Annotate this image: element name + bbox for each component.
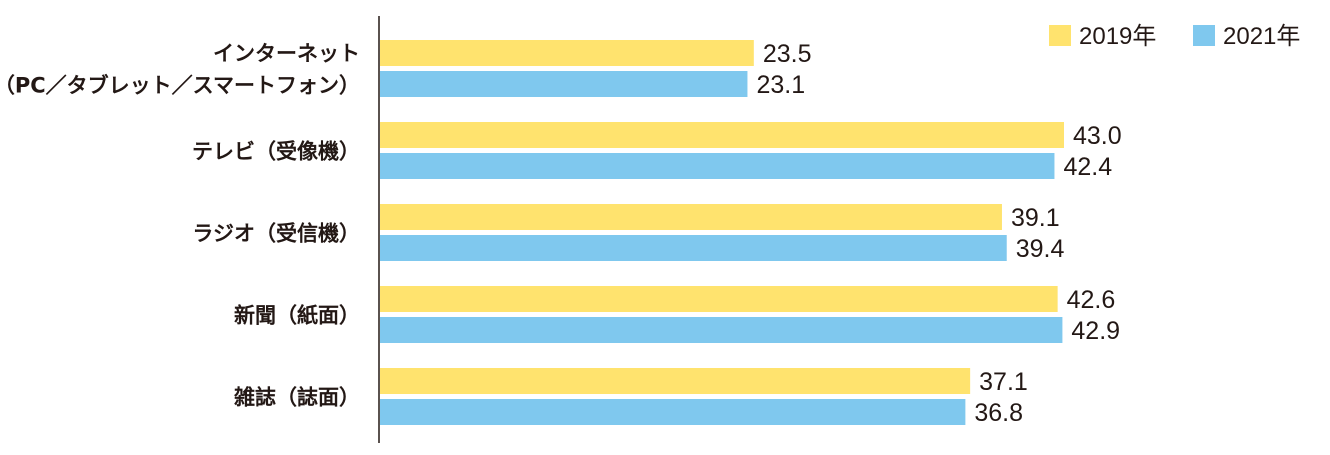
category-labels: インターネット （PC／タブレット／スマートフォン） テレビ（受像機） ラジオ（受信機…	[0, 42, 360, 410]
value-label-2019-1: 43.0	[1073, 122, 1122, 150]
value-label-2021-3: 42.9	[1071, 317, 1120, 345]
bar-2019-4	[380, 368, 971, 394]
category-label-0-line-1: （PC／タブレット／スマートフォン）	[0, 74, 360, 98]
value-label-2021-1: 42.4	[1063, 153, 1112, 181]
bar-2021-0	[380, 71, 748, 97]
legend-swatch-2021	[1193, 25, 1215, 46]
legend: 2019年 2021年	[1049, 23, 1300, 50]
value-label-2021-2: 39.4	[1016, 235, 1065, 263]
value-label-2019-0: 23.5	[763, 40, 812, 68]
value-label-2021-4: 36.8	[974, 399, 1023, 427]
value-label-2019-2: 39.1	[1011, 204, 1060, 232]
category-label-0-line-0: インターネット	[213, 42, 360, 66]
bar-2021-4	[380, 399, 966, 425]
category-label-4-line-0: 雑誌（誌面）	[233, 386, 360, 410]
bar-2019-2	[380, 204, 1002, 230]
bar-2019-1	[380, 122, 1064, 148]
category-label-1-line-0: テレビ（受像機）	[192, 140, 360, 164]
category-label-2-line-0: ラジオ（受信機）	[192, 222, 360, 246]
legend-label-2019: 2019年	[1079, 23, 1156, 50]
category-label-3-line-0: 新聞（紙面）	[234, 304, 360, 328]
bar-2019-0	[380, 40, 754, 66]
value-label-2019-4: 37.1	[979, 368, 1028, 396]
legend-swatch-2019	[1049, 25, 1071, 46]
value-label-2019-3: 42.6	[1067, 286, 1116, 314]
bar-2021-1	[380, 153, 1055, 179]
bar-2021-2	[380, 235, 1007, 261]
bars: 23.5 23.1 43.0 42.439.1 39.442.6 42.9 37.1 36.8	[380, 40, 1122, 427]
legend-label-2021: 2021年	[1223, 23, 1300, 50]
value-label-2021-0: 23.1	[756, 71, 805, 99]
bar-2021-3	[380, 317, 1063, 343]
bar-2019-3	[380, 286, 1058, 312]
